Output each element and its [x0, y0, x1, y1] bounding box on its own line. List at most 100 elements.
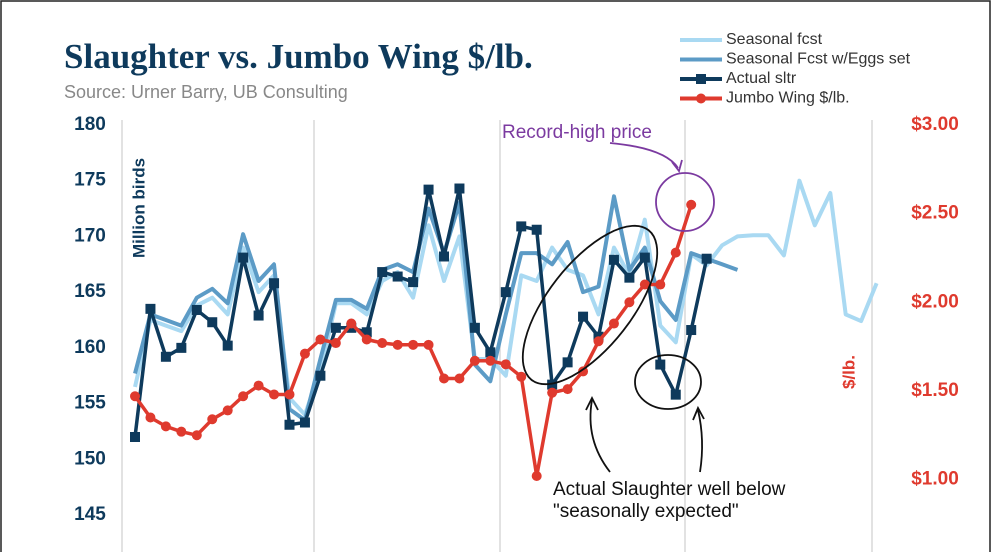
y2-tick-label: $3.00: [911, 114, 959, 135]
annotation-shapes: [521, 142, 715, 473]
point: [377, 267, 388, 278]
point: [176, 426, 187, 437]
y-tick-label: 160: [74, 337, 106, 358]
point: [269, 278, 280, 289]
point: [686, 199, 697, 210]
point: [608, 318, 619, 329]
point: [361, 334, 372, 345]
point: [454, 373, 465, 384]
point: [562, 357, 573, 368]
chart-title: Slaughter vs. Jumbo Wing $/lb.: [64, 37, 533, 76]
point: [253, 310, 264, 321]
point: [269, 389, 280, 400]
arrow: [589, 399, 611, 473]
point: [469, 322, 480, 333]
point: [578, 311, 589, 322]
y2-axis-label: $/lb.: [839, 355, 858, 389]
point: [423, 339, 434, 350]
point: [562, 384, 573, 395]
point: [686, 325, 697, 336]
point: [593, 336, 604, 347]
y2-tick-label: $2.00: [911, 291, 959, 312]
annotation: Record-high price: [502, 122, 652, 143]
dividers: [121, 120, 873, 552]
point: [315, 370, 326, 381]
point: [516, 371, 527, 382]
point: [284, 419, 295, 430]
point: [469, 355, 480, 366]
point: [299, 348, 310, 359]
point: [485, 355, 496, 366]
point: [160, 351, 171, 362]
point: [222, 405, 233, 416]
y-tick-label: 165: [74, 281, 106, 302]
legend-label: Jumbo Wing $/lb.: [726, 90, 850, 107]
point: [222, 340, 233, 351]
point: [130, 391, 140, 402]
legend-marker: [696, 74, 706, 84]
legend-label: Seasonal fcst: [726, 31, 823, 48]
point: [377, 338, 388, 349]
point: [608, 254, 619, 265]
point: [655, 279, 666, 290]
arrowhead: [585, 395, 599, 411]
y2-tick-label: $2.50: [911, 203, 959, 224]
point: [191, 430, 202, 441]
point: [454, 183, 465, 194]
point: [238, 391, 249, 402]
y-tick-label: 150: [74, 448, 106, 469]
annotation: Actual Slaughter well below: [553, 479, 786, 500]
point: [531, 224, 542, 235]
series-line: [133, 178, 879, 417]
point: [670, 247, 681, 258]
point: [330, 322, 341, 333]
point: [160, 421, 171, 432]
subtitle: Source: Urner Barry, UB Consulting: [64, 82, 348, 102]
arrowhead: [692, 405, 705, 421]
point: [191, 304, 202, 315]
point: [439, 251, 449, 262]
point: [299, 417, 310, 428]
highlight-ellipse: [634, 354, 702, 410]
point: [639, 252, 650, 263]
y-tick-label: 180: [74, 114, 106, 135]
point: [330, 338, 341, 349]
point: [655, 359, 666, 370]
point: [439, 373, 449, 384]
y-tick-label: 175: [74, 170, 106, 191]
point: [238, 252, 249, 263]
point: [315, 334, 326, 345]
point: [346, 318, 357, 329]
point: [392, 339, 403, 350]
point: [207, 414, 218, 425]
point: [670, 389, 681, 400]
y-tick-label: 145: [74, 504, 106, 525]
point: [207, 317, 218, 328]
point: [423, 184, 434, 195]
point: [485, 347, 496, 358]
point: [500, 287, 511, 298]
series-line: [133, 186, 709, 438]
legend-label: Seasonal Fcst w/Eggs set: [726, 51, 911, 68]
point: [392, 271, 403, 282]
y2-tick-label: $1.00: [911, 469, 959, 490]
y-axis-label: Million birds: [129, 158, 148, 258]
point: [176, 342, 187, 353]
point: [408, 339, 419, 350]
point: [531, 471, 542, 481]
annotation: "seasonally expected": [553, 501, 739, 522]
y-tick-label: 170: [74, 225, 106, 246]
point: [701, 253, 712, 264]
point: [500, 359, 511, 370]
point: [408, 277, 419, 288]
y-tick-label: 155: [74, 393, 106, 414]
point: [639, 279, 650, 290]
point: [624, 272, 635, 283]
point: [284, 389, 295, 400]
point: [130, 432, 140, 442]
point: [516, 221, 527, 232]
highlight-circle: [655, 172, 715, 232]
point: [145, 412, 156, 423]
